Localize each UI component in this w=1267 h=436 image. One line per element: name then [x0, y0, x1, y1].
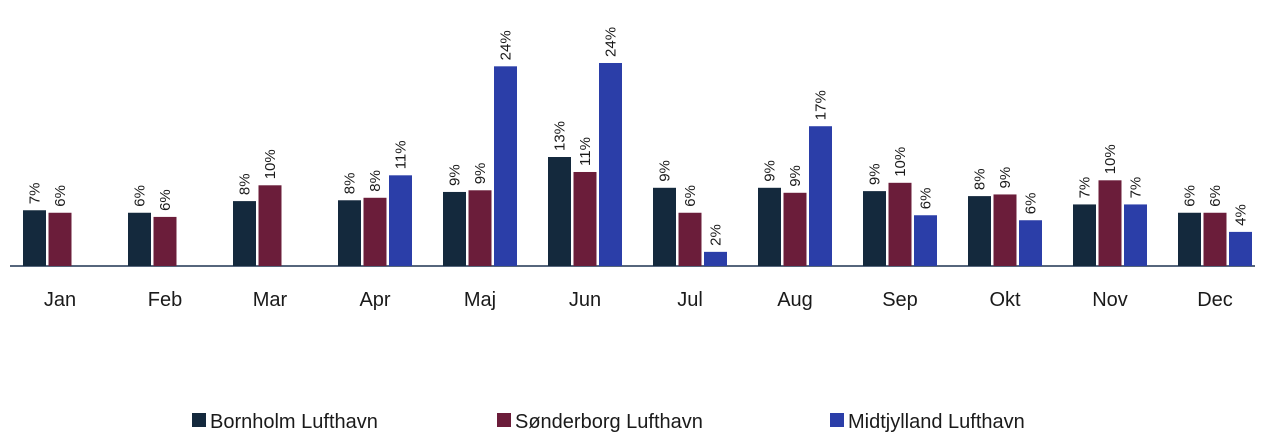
data-label: 11%	[393, 140, 410, 169]
bar	[914, 215, 937, 266]
x-tick-label: Jun	[569, 289, 601, 311]
data-label: 9%	[472, 163, 489, 185]
data-label: 6%	[1023, 193, 1040, 215]
legend-swatch	[830, 413, 844, 427]
data-label: 8%	[972, 168, 989, 190]
bar	[758, 187, 781, 266]
bar	[258, 185, 282, 266]
bar	[678, 212, 702, 266]
bar	[338, 200, 361, 266]
data-label: 17%	[813, 90, 830, 120]
bar	[48, 212, 72, 266]
data-label: 10%	[892, 147, 909, 177]
data-label: 9%	[762, 160, 779, 182]
bar	[494, 66, 517, 266]
bar	[1229, 231, 1252, 266]
bar	[599, 62, 622, 266]
bar	[1124, 204, 1147, 266]
data-label: 9%	[657, 160, 674, 182]
data-label: 8%	[237, 173, 254, 195]
legend-swatch	[192, 413, 206, 427]
bar	[363, 197, 387, 266]
x-tick-label: Sep	[882, 289, 918, 311]
bar	[1019, 220, 1042, 266]
data-label: 10%	[262, 149, 279, 179]
data-label: 24%	[498, 30, 515, 60]
data-label: 9%	[447, 164, 464, 186]
legend-swatch	[497, 413, 511, 427]
bar	[1098, 180, 1122, 266]
data-label: 11%	[577, 137, 594, 166]
data-label: 6%	[132, 185, 149, 207]
x-tick-label: Okt	[989, 289, 1021, 311]
x-tick-label: Jan	[44, 289, 76, 311]
bar	[389, 175, 412, 266]
x-tick-label: Mar	[253, 289, 288, 311]
bar	[128, 212, 151, 266]
bar	[968, 196, 991, 266]
data-label: 2%	[708, 224, 725, 246]
data-label: 9%	[997, 167, 1014, 189]
data-label: 8%	[342, 173, 359, 195]
bar	[443, 191, 466, 266]
bar	[23, 210, 46, 266]
bar	[704, 251, 727, 266]
x-tick-label: Maj	[464, 289, 496, 311]
legend-label: Sønderborg Lufthavn	[515, 411, 703, 433]
bar	[233, 201, 256, 266]
data-label: 6%	[1207, 185, 1224, 207]
bar	[573, 171, 597, 266]
bar	[468, 190, 492, 266]
bar	[783, 192, 807, 266]
legend-label: Bornholm Lufthavn	[210, 411, 378, 433]
bar	[863, 191, 886, 266]
data-label: 24%	[603, 27, 620, 57]
bar	[153, 216, 177, 266]
legend-label: Midtjylland Lufthavn	[848, 411, 1025, 433]
bar	[809, 126, 832, 266]
data-label: 9%	[867, 163, 884, 185]
bar	[1073, 204, 1096, 266]
data-label: 7%	[1077, 177, 1094, 199]
data-label: 6%	[157, 189, 174, 211]
data-label: 6%	[52, 185, 69, 207]
x-tick-label: Feb	[148, 289, 182, 311]
data-label: 7%	[27, 183, 44, 205]
bar	[888, 182, 912, 266]
data-label: 7%	[1128, 177, 1145, 199]
x-tick-label: Dec	[1197, 289, 1233, 311]
bar	[1203, 212, 1227, 266]
x-tick-label: Nov	[1092, 289, 1128, 311]
data-label: 8%	[367, 170, 384, 192]
data-label: 10%	[1102, 144, 1119, 174]
x-tick-label: Aug	[777, 289, 813, 311]
data-label: 4%	[1233, 204, 1250, 226]
bar	[548, 157, 571, 266]
data-label: 6%	[918, 188, 935, 210]
x-tick-label: Jul	[677, 289, 703, 311]
bar	[653, 187, 676, 266]
bar	[1178, 212, 1201, 266]
bar	[993, 194, 1017, 266]
data-label: 9%	[787, 165, 804, 187]
x-tick-label: Apr	[359, 289, 390, 311]
data-label: 6%	[682, 185, 699, 207]
data-label: 6%	[1182, 185, 1199, 207]
data-label: 13%	[552, 121, 569, 151]
